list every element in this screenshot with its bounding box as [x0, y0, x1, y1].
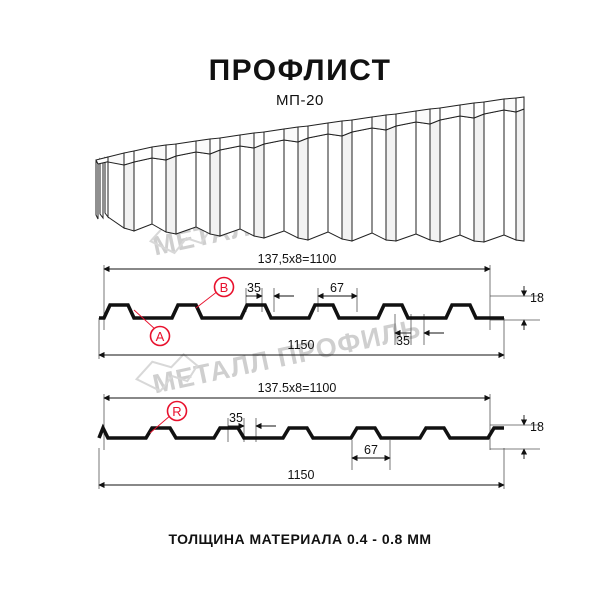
- dim-pitch-bottom: 137.5x8=1100: [258, 381, 337, 395]
- callout-r: R: [149, 400, 188, 434]
- page-title: ПРОФЛИСТ: [208, 54, 392, 87]
- dim-rib-top: 35: [247, 281, 261, 295]
- callout-b-label: B: [220, 280, 229, 295]
- dim-rib-base-top: 35: [396, 334, 410, 348]
- dim-height-bottom: 18: [530, 420, 544, 434]
- material-thickness-note: ТОЛЩИНА МАТЕРИАЛА 0.4 - 0.8 ММ: [168, 531, 432, 547]
- dim-valley-bottom: 67: [364, 443, 378, 457]
- dim-valley-top: 67: [330, 281, 344, 295]
- callout-a-label: A: [156, 329, 165, 344]
- dim-overall-top: 1150: [288, 338, 315, 352]
- dim-height-top: 18: [530, 291, 544, 305]
- model-subtitle: МП-20: [276, 92, 324, 109]
- callout-b: B: [195, 276, 235, 309]
- profile-section-top: [99, 303, 504, 320]
- dim-overall-bottom: 1150: [288, 468, 315, 482]
- dim-pitch-top: 137,5x8=1100: [258, 252, 337, 266]
- callout-a: A: [133, 309, 171, 347]
- dim-rib-bottom: 35: [229, 411, 243, 425]
- callout-r-label: R: [172, 404, 181, 419]
- profile-section-bottom: [97, 423, 504, 440]
